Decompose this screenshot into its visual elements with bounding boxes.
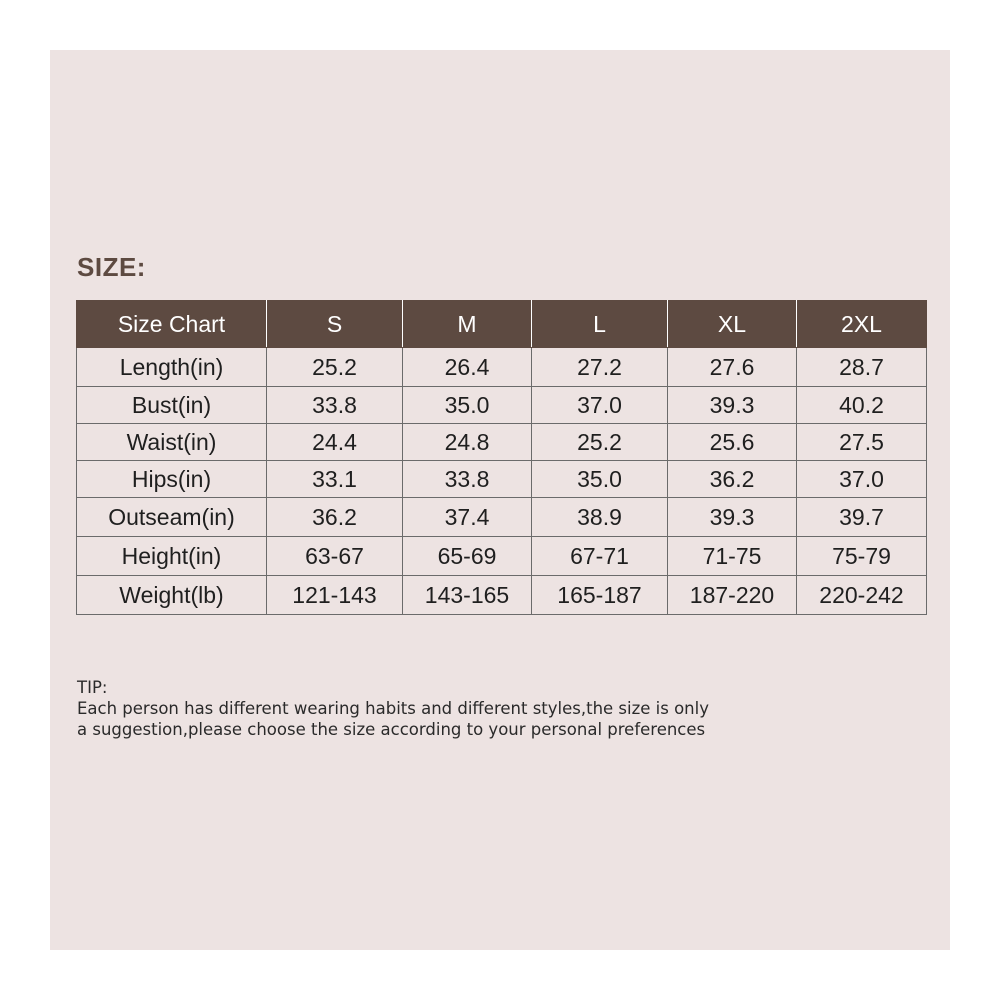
- row-label: Waist(in): [76, 423, 267, 461]
- table-cell: 33.8: [266, 386, 403, 424]
- table-cell: 27.2: [531, 347, 668, 387]
- tip-text-line-2: a suggestion,please choose the size acco…: [77, 720, 706, 739]
- table-cell: 24.8: [402, 423, 532, 461]
- table-cell: 63-67: [266, 536, 403, 576]
- row-label: Height(in): [76, 536, 267, 576]
- table-row: Bust(in) 33.8 35.0 37.0 39.3 40.2: [76, 386, 927, 424]
- table-cell: 67-71: [531, 536, 668, 576]
- table-cell: 36.2: [266, 497, 403, 537]
- header-cell-l: L: [531, 300, 668, 348]
- header-cell-xl: XL: [667, 300, 797, 348]
- header-cell-m: M: [402, 300, 532, 348]
- table-cell: 75-79: [796, 536, 927, 576]
- row-label: Length(in): [76, 347, 267, 387]
- row-label: Hips(in): [76, 460, 267, 498]
- table-cell: 35.0: [531, 460, 668, 498]
- table-cell: 28.7: [796, 347, 927, 387]
- row-label: Weight(lb): [76, 575, 267, 615]
- table-cell: 38.9: [531, 497, 668, 537]
- header-cell-2xl: 2XL: [796, 300, 927, 348]
- table-row: Waist(in) 24.4 24.8 25.2 25.6 27.5: [76, 423, 927, 461]
- table-row: Hips(in) 33.1 33.8 35.0 36.2 37.0: [76, 460, 927, 498]
- header-cell-size-chart: Size Chart: [76, 300, 267, 348]
- table-cell: 165-187: [531, 575, 668, 615]
- table-cell: 37.0: [796, 460, 927, 498]
- tip-note: TIP: Each person has different wearing h…: [77, 677, 777, 740]
- table-cell: 27.5: [796, 423, 927, 461]
- size-chart-table: Size Chart S M L XL 2XL Length(in) 25.2 …: [76, 300, 927, 615]
- table-cell: 65-69: [402, 536, 532, 576]
- table-cell: 25.6: [667, 423, 797, 461]
- table-cell: 39.3: [667, 386, 797, 424]
- table-cell: 39.3: [667, 497, 797, 537]
- table-row: Weight(lb) 121-143 143-165 165-187 187-2…: [76, 575, 927, 615]
- table-cell: 35.0: [402, 386, 532, 424]
- table-cell: 187-220: [667, 575, 797, 615]
- row-label: Outseam(in): [76, 497, 267, 537]
- row-label: Bust(in): [76, 386, 267, 424]
- header-row: Size Chart S M L XL 2XL: [76, 300, 927, 348]
- page-title: SIZE:: [77, 252, 146, 282]
- table-cell: 33.1: [266, 460, 403, 498]
- table-cell: 27.6: [667, 347, 797, 387]
- table-cell: 40.2: [796, 386, 927, 424]
- table-cell: 33.8: [402, 460, 532, 498]
- table-cell: 143-165: [402, 575, 532, 615]
- table-cell: 71-75: [667, 536, 797, 576]
- table-cell: 24.4: [266, 423, 403, 461]
- table-cell: 121-143: [266, 575, 403, 615]
- table-cell: 25.2: [266, 347, 403, 387]
- table-cell: 39.7: [796, 497, 927, 537]
- table-row: Length(in) 25.2 26.4 27.2 27.6 28.7: [76, 347, 927, 387]
- table-cell: 36.2: [667, 460, 797, 498]
- tip-heading: TIP:: [77, 678, 108, 697]
- table-cell: 37.0: [531, 386, 668, 424]
- table-cell: 26.4: [402, 347, 532, 387]
- table-cell: 220-242: [796, 575, 927, 615]
- tip-text-line-1: Each person has different wearing habits…: [77, 699, 709, 718]
- table-row: Outseam(in) 36.2 37.4 38.9 39.3 39.7: [76, 497, 927, 537]
- table-cell: 25.2: [531, 423, 668, 461]
- table-row: Height(in) 63-67 65-69 67-71 71-75 75-79: [76, 536, 927, 576]
- header-cell-s: S: [266, 300, 403, 348]
- table-cell: 37.4: [402, 497, 532, 537]
